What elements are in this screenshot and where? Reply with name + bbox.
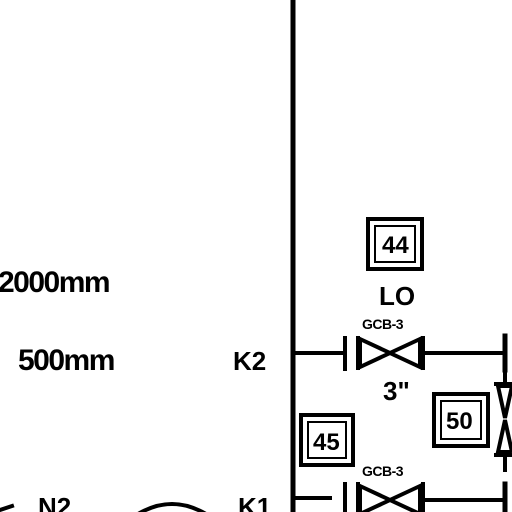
- connection-label-n2: N2: [38, 492, 71, 512]
- valve-gcb-3-lower: [356, 482, 425, 512]
- valve-tag-upper: GCB-3: [362, 316, 404, 332]
- vessel-outline-partial: [137, 502, 207, 512]
- connection-label-k1: K1: [238, 492, 271, 512]
- instrument-box-44-inner: [374, 225, 416, 263]
- valve-tag-lower: GCB-3: [362, 463, 404, 479]
- line-stub-left: [0, 503, 15, 512]
- valve-vertical-body-bottom: [495, 419, 512, 454]
- instrument-tag-44: 44: [382, 232, 409, 259]
- valve-body-right: [385, 482, 422, 512]
- instrument-box-44: [366, 217, 424, 271]
- valve-gcb-3-upper: [356, 335, 425, 371]
- instrument-sub-label-lo: LO: [379, 281, 415, 311]
- instrument-box-45-inner: [307, 421, 347, 459]
- valve-size-label: 3": [383, 376, 410, 406]
- instrument-box-50-inner: [440, 400, 482, 440]
- dimension-label-upper: 2000mm: [0, 266, 109, 299]
- instrument-tag-45: 45: [313, 429, 340, 456]
- valve-body-right: [385, 335, 422, 371]
- instrument-box-50: [432, 392, 490, 448]
- connection-label-k2: K2: [233, 346, 266, 376]
- valve-body-left: [358, 482, 395, 512]
- valve-vertical-partial: [494, 368, 512, 472]
- valve-vertical-body-top: [495, 384, 512, 419]
- dimension-label-lower: 500mm: [18, 344, 114, 377]
- instrument-box-45: [299, 413, 355, 467]
- instrument-tag-50: 50: [446, 408, 473, 435]
